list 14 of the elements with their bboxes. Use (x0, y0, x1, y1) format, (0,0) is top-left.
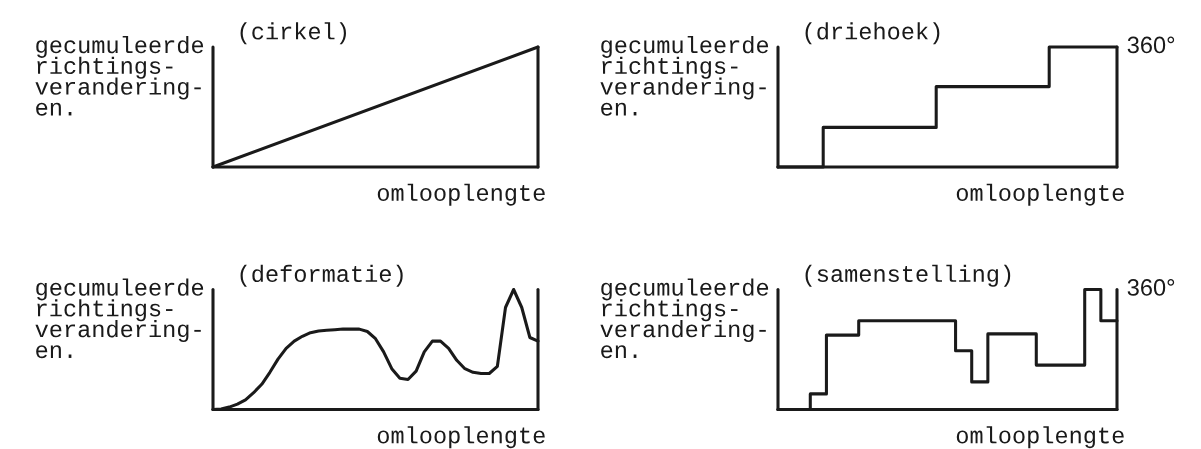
chart-title: (deformatie) (240, 264, 403, 287)
chart-title: (cirkel) (240, 22, 346, 45)
text: 360° (1127, 36, 1175, 54)
y-axis-title: gecumuleerde richtings- verandering- en. (600, 35, 769, 116)
y-axis-title: gecumuleerde richtings- verandering- en. (35, 278, 204, 359)
y-axis-title: gecumuleerde richtings- verandering- en. (600, 278, 769, 359)
x-axis-title: omlooplengte (377, 426, 545, 449)
y-axis-title: gecumuleerde richtings- verandering- en. (35, 35, 204, 116)
x-axis-title: omlooplengte (377, 183, 545, 206)
chart-title: (samenstelling) (805, 264, 1011, 287)
text: 360° (1127, 279, 1175, 296)
x-axis-title: omlooplengte (956, 426, 1124, 449)
x-axis-title: omlooplengte (956, 183, 1124, 206)
chart-title: (driehoek) (805, 22, 940, 45)
